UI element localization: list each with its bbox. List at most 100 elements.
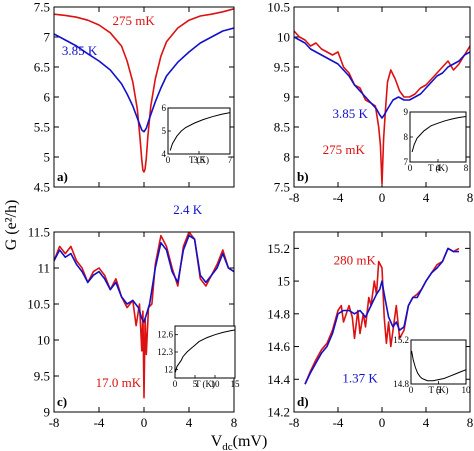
inset-x-tick-label: 15: [231, 379, 241, 389]
inset-plot: 0 3.5 7 4 5 6 T (K): [162, 103, 233, 165]
x-axis-label: Vdc(mV): [211, 433, 268, 451]
y-tick-label: 14.4: [267, 372, 290, 387]
y-tick-label: 9: [44, 405, 51, 420]
y-tick-label: 7: [44, 30, 51, 45]
x-tick-label: 0: [379, 415, 386, 430]
inset-x-tick-label: 10: [211, 379, 221, 389]
inset-x-label: T (K): [428, 385, 448, 395]
y-axis-label: G (e²/h): [3, 200, 20, 251]
x-tick-label: 4: [423, 190, 430, 205]
inset-curve: [411, 350, 466, 382]
panel-3: -8 -4 0 4 8 9 9.5 10 10.5 11 11.5 2.4 K 17.0 mK c) 0 5 1…: [27, 202, 240, 430]
y-tick-label: 8: [284, 150, 291, 165]
inset-x-tick-label: 0: [173, 379, 178, 389]
inset-curve: [175, 329, 235, 373]
x-tick-label: -4: [333, 190, 344, 205]
series-line-red: [54, 8, 234, 173]
series-label-blue: 3.85 K: [62, 43, 98, 58]
x-tick-label: -8: [49, 415, 60, 430]
panels: 4.5 5 5.5 6 6.5 7 7.5 275 mK 3.85 K a) 0 3.5 7 4 5 6 T (…: [27, 0, 473, 430]
inset-x-label: T (K): [195, 379, 215, 389]
inset-x-tick-label: 3.5: [193, 155, 205, 165]
y-tick-label: 9: [284, 90, 291, 105]
series-line-blue: [294, 36, 470, 119]
panel-letter: a): [57, 169, 68, 184]
y-tick-label: 6: [44, 90, 51, 105]
inset-x-label: T (K): [428, 163, 448, 173]
y-tick-label: 5.5: [34, 120, 50, 135]
x-tick-label: -4: [333, 415, 344, 430]
panel-1: 4.5 5 5.5 6 6.5 7 7.5 275 mK 3.85 K a) 0 3.5 7 4 5 6 T (…: [34, 0, 235, 195]
y-tick-label: 15: [277, 274, 290, 289]
inset-y-tick-label: 12.3: [157, 347, 173, 357]
plot-frame: [293, 231, 471, 413]
series-label-red: 275 mK: [323, 142, 366, 157]
inset-plot: 0 5 10 15 12 12.3 12.6 T (K): [157, 325, 241, 389]
inset-y-tick-label: 7: [404, 157, 409, 167]
series-line-blue: [54, 27, 234, 133]
inset-frame: [410, 339, 467, 385]
inset-x-tick-label: 0: [409, 385, 414, 395]
series-line-red: [294, 30, 470, 185]
y-tick-label: 8.5: [274, 120, 290, 135]
y-tick-label: 14.6: [267, 339, 290, 354]
inset-y-tick-label: 9: [404, 107, 409, 117]
y-tick-label: 5: [44, 150, 51, 165]
inset-x-tick-label: 8: [464, 163, 469, 173]
y-tick-label: 10: [37, 333, 50, 348]
x-tick-label: 4: [186, 415, 193, 430]
y-tick-label: 14.2: [267, 405, 290, 420]
inset-y-tick-label: 8: [404, 132, 409, 142]
plot-frame: [53, 6, 235, 188]
x-tick-label: 4: [423, 415, 430, 430]
x-tick-label: 8: [231, 415, 238, 430]
inset-frame: [409, 111, 467, 163]
inset-curve: [411, 116, 466, 153]
inset-y-tick-label: 6: [162, 103, 167, 113]
inset-plot: 0 5 10 14.8 15.2 T (K): [393, 335, 471, 395]
inset-x-tick-label: 5: [193, 379, 198, 389]
y-tick-label: 10: [277, 30, 290, 45]
inset-x-tick-label: 5: [436, 385, 441, 395]
x-tick-label: -8: [289, 190, 300, 205]
series-label-red: 280 mK: [334, 253, 377, 268]
x-tick-label: -8: [289, 415, 300, 430]
series-group: [294, 30, 470, 185]
inset-y-tick-label: 5: [162, 126, 167, 136]
series-label-red: 275 mK: [113, 13, 156, 28]
inset-y-tick-label: 15.2: [393, 335, 409, 345]
panel-letter: c): [57, 394, 67, 409]
series-line-blue: [304, 247, 459, 385]
inset-x-tick-label: 0: [408, 163, 413, 173]
series-label-blue: 2.4 K: [173, 202, 203, 217]
y-tick-label: 4.5: [34, 180, 50, 195]
y-tick-label: 11.5: [28, 225, 50, 240]
x-tick-label: 0: [379, 190, 386, 205]
y-tick-label: 10.5: [27, 297, 50, 312]
y-tick-label: 11: [37, 261, 50, 276]
inset-y-tick-label: 12.6: [157, 330, 173, 340]
plot-frame: [293, 6, 471, 188]
x-tick-label: 0: [141, 415, 148, 430]
y-tick-label: 14.8: [267, 306, 290, 321]
panel-letter: b): [297, 169, 309, 184]
series-label-red: 17.0 mK: [96, 375, 142, 390]
x-tick-label: 8: [467, 415, 474, 430]
y-tick-label: 10.5: [267, 0, 290, 15]
inset-x-label: T (K): [189, 155, 209, 165]
y-tick-label: 6.5: [34, 60, 50, 75]
panel-2: -8 -4 0 4 8 7.5 8 8.5 9 9.5 10 10.5 3.85 K 275 mK b) 0 4…: [267, 0, 473, 205]
inset-curve: [169, 112, 230, 151]
inset-y-tick-label: 14.8: [393, 379, 409, 389]
inset-y-tick-label: 4: [162, 149, 167, 159]
x-tick-label: 8: [467, 190, 474, 205]
series-group: [54, 232, 234, 399]
inset-x-tick-label: 10: [462, 385, 472, 395]
inset-x-tick-label: 0: [166, 155, 171, 165]
y-tick-label: 9.5: [274, 60, 290, 75]
inset-plot: 0 4 8 7 8 9 T (K): [404, 107, 469, 173]
plot-frame: [53, 231, 235, 413]
y-tick-label: 15.2: [267, 241, 290, 256]
inset-x-tick-label: 7: [228, 155, 233, 165]
